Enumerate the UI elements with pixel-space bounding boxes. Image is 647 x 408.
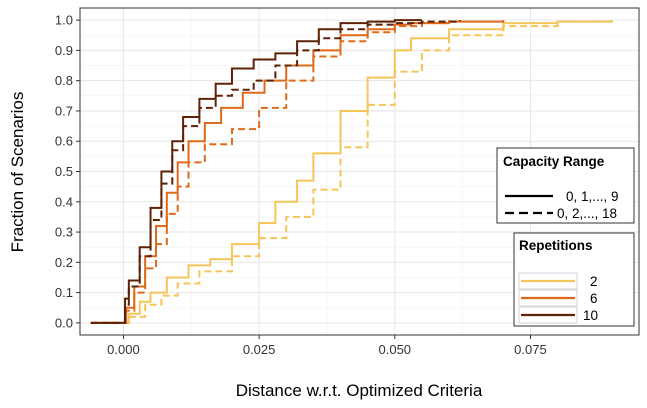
- series-reps-10-dashed: [90, 20, 461, 324]
- series-layer: [90, 19, 613, 324]
- y-tick-label: 0.7: [55, 103, 73, 118]
- legend-capacity-range: Capacity Range 0, 1,..., 9 0, 2,..., 18: [496, 147, 635, 224]
- legend-repetitions-keybox-2: [518, 289, 578, 307]
- legend-repetitions-label-2: 2: [590, 274, 598, 289]
- y-tick-label: 0.2: [55, 255, 73, 270]
- legend-repetitions-keybox-3: [518, 306, 578, 324]
- y-tick-label: 1.0: [55, 13, 73, 28]
- x-tick-label: 0.075: [514, 342, 547, 357]
- legend-repetitions: Repetitions 2 6 10: [513, 232, 635, 327]
- series-reps-2-solid: [90, 20, 613, 324]
- y-tick-label: 0.3: [55, 225, 73, 240]
- y-tick-label: 0.5: [55, 164, 73, 179]
- x-axis: 0.000 0.025 0.050 0.075: [107, 335, 547, 357]
- legend-capacity-box: [496, 147, 635, 224]
- legend-repetitions-label-10: 10: [583, 308, 598, 323]
- y-tick-label: 0.4: [55, 194, 73, 209]
- legend-capacity-label-dashed: 0, 2,..., 18: [557, 206, 617, 221]
- y-axis-title: Fraction of Scenarios: [8, 92, 27, 253]
- y-tick-label: 0.8: [55, 73, 73, 88]
- series-reps-2-dashed: [90, 20, 613, 324]
- legend-capacity-title: Capacity Range: [503, 154, 605, 169]
- y-tick-label: 0.1: [55, 285, 73, 300]
- legend-repetitions-box: [513, 232, 635, 327]
- x-tick-label: 0.000: [107, 342, 140, 357]
- y-tick-label: 0.9: [55, 43, 73, 58]
- x-tick-label: 0.050: [379, 342, 412, 357]
- series-reps-6-dashed: [90, 20, 451, 324]
- legend-repetitions-label-6: 6: [590, 291, 598, 306]
- legend-repetitions-keybox-1: [518, 272, 578, 290]
- y-axis: 0.0 0.1 0.2 0.3 0.4 0.5 0.6 0.7 0.8 0.9 1.0: [55, 13, 80, 330]
- y-tick-label: 0.6: [55, 134, 73, 149]
- legend-capacity-label-solid: 0, 1,..., 9: [566, 189, 619, 204]
- y-tick-label: 0.0: [55, 315, 73, 330]
- x-axis-title: Distance w.r.t. Optimized Criteria: [236, 381, 483, 400]
- x-tick-label: 0.025: [243, 342, 276, 357]
- legend-repetitions-title: Repetitions: [519, 238, 593, 253]
